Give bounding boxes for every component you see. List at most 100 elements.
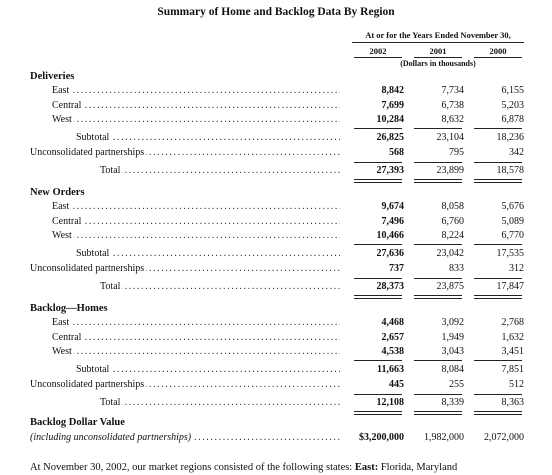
- partnerships-row: ........................................…: [30, 146, 524, 160]
- year-2002-header: 2002: [354, 46, 402, 58]
- value-2000: 5,089: [501, 215, 525, 227]
- leader-dots: ........................................…: [52, 99, 340, 111]
- footer-lead: At November 30, 2002, our market regions…: [30, 462, 355, 473]
- row-label: West: [52, 346, 74, 357]
- value-2001: 3,043: [441, 346, 465, 357]
- value-2000: 17,535: [496, 248, 525, 259]
- value-2002: 8,842: [381, 85, 405, 96]
- footer-rest: Florida, Maryland: [378, 462, 458, 473]
- single-rule: [474, 278, 522, 279]
- table-row: ........................................…: [30, 215, 524, 229]
- row-label: East: [52, 85, 72, 96]
- row-label-container: ........................................…: [76, 247, 340, 261]
- row-label-container: ........................................…: [52, 229, 340, 243]
- value-2002: 10,466: [376, 230, 405, 241]
- row-label: Subtotal: [76, 248, 112, 259]
- value-2001: 3,092: [441, 317, 465, 328]
- value-2001: 6,760: [441, 215, 465, 227]
- table-row: ........................................…: [30, 331, 524, 345]
- row-label-container: ........................................…: [100, 164, 340, 178]
- leader-dots: ........................................…: [100, 281, 340, 292]
- leader-dots: ........................................…: [52, 201, 340, 212]
- value-2000: 2,072,000: [484, 432, 524, 443]
- row-label-container: ........................................…: [52, 99, 340, 113]
- row-label: Central: [52, 99, 84, 111]
- single-rule: [414, 244, 462, 245]
- row-label: West: [52, 230, 74, 241]
- row-label: Unconsolidated partnerships: [30, 147, 147, 158]
- row-label: Subtotal: [76, 364, 112, 375]
- value-2000: 5,203: [501, 99, 525, 111]
- value-2002: 445: [389, 379, 404, 390]
- leader-dots: ........................................…: [52, 317, 340, 328]
- single-rule: [354, 244, 402, 245]
- table-row: ........................................…: [30, 99, 524, 113]
- leader-dots: ........................................…: [100, 397, 340, 408]
- row-label-container: ........................................…: [52, 84, 340, 98]
- value-2000: 8,363: [501, 397, 525, 408]
- value-2001: 8,339: [441, 397, 465, 408]
- table-row: ........................................…: [30, 316, 524, 330]
- single-rule: [414, 278, 462, 279]
- value-2000: 512: [509, 379, 524, 390]
- section-heading: New Orders: [30, 187, 85, 198]
- leader-dots: ........................................…: [76, 132, 340, 143]
- partnerships-row: ........................................…: [30, 378, 524, 392]
- leader-dots: ........................................…: [100, 165, 340, 176]
- row-label-container: ........................................…: [52, 331, 340, 345]
- value-2002: 11,663: [377, 364, 404, 375]
- value-2001: 8,058: [441, 201, 465, 212]
- double-rule: [414, 295, 462, 299]
- row-label-container: ........................................…: [52, 215, 340, 229]
- value-2002: 4,538: [381, 346, 405, 357]
- value-2000: 5,676: [501, 201, 525, 212]
- subtotal-row: ........................................…: [30, 363, 524, 377]
- section-heading: Deliveries: [30, 71, 75, 82]
- double-rule: [354, 179, 402, 183]
- subtotal-row: ........................................…: [30, 131, 524, 145]
- double-rule: [354, 411, 402, 415]
- row-label: Total: [100, 281, 123, 292]
- row-label: East: [52, 201, 72, 212]
- single-rule: [414, 360, 462, 361]
- single-rule: [354, 360, 402, 361]
- row-label-container: ........................................…: [100, 280, 340, 294]
- row-label: Central: [52, 215, 84, 227]
- value-2002: 568: [389, 147, 404, 158]
- total-row: ........................................…: [30, 280, 524, 294]
- single-rule: [414, 128, 462, 129]
- single-rule: [354, 394, 402, 395]
- value-2001: 7,734: [441, 85, 465, 96]
- value-2002: 7,699: [381, 99, 405, 111]
- value-2000: 6,155: [501, 85, 525, 96]
- value-2002: 12,108: [376, 397, 405, 408]
- backlog-value-row: ........................................…: [30, 431, 524, 445]
- value-2002: 27,636: [376, 248, 405, 259]
- value-2001: 6,738: [441, 99, 465, 111]
- row-label: Unconsolidated partnerships: [30, 379, 147, 390]
- year-2001-header: 2001: [414, 46, 462, 58]
- single-rule: [414, 162, 462, 163]
- value-2000: 2,768: [501, 317, 525, 328]
- value-2000: 18,236: [496, 132, 525, 143]
- double-rule: [474, 295, 522, 299]
- single-rule: [474, 394, 522, 395]
- value-2001: 23,899: [436, 165, 465, 176]
- row-label-container: ........................................…: [100, 396, 340, 410]
- value-2002: 28,373: [376, 281, 405, 292]
- value-2001: 23,042: [436, 248, 465, 259]
- section-heading: Backlog Dollar Value: [30, 417, 125, 428]
- footer-paragraph: At November 30, 2002, our market regions…: [30, 462, 552, 473]
- value-2002: 27,393: [376, 165, 405, 176]
- row-label-container: ........................................…: [52, 200, 340, 214]
- row-label-container: ........................................…: [76, 363, 340, 377]
- double-rule: [474, 179, 522, 183]
- leader-dots: ........................................…: [76, 248, 340, 259]
- leader-dots: ........................................…: [52, 230, 340, 241]
- value-2000: 7,851: [501, 364, 525, 375]
- row-label-container: ........................................…: [52, 113, 340, 127]
- row-label: Central: [52, 331, 84, 343]
- value-2000: 312: [509, 263, 524, 274]
- table-row: ........................................…: [30, 113, 524, 127]
- double-rule: [414, 411, 462, 415]
